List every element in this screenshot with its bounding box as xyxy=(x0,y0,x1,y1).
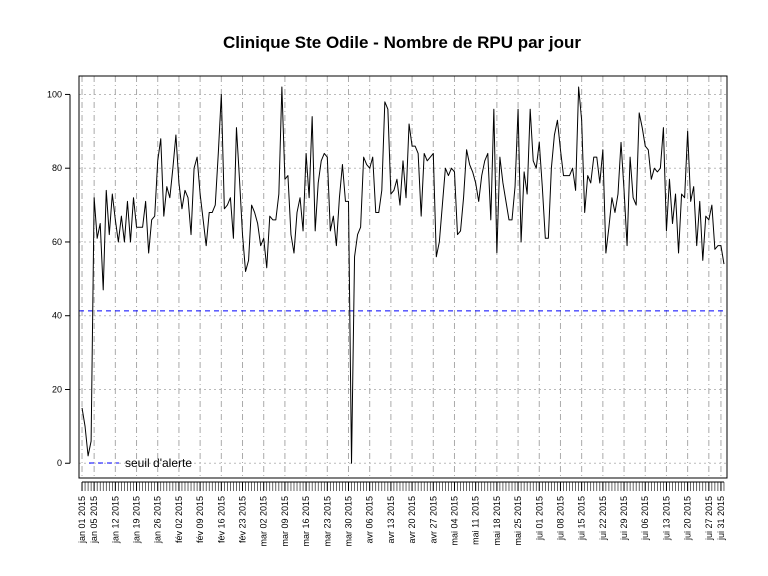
x-tick-label: mar 23 2015 xyxy=(322,496,332,547)
x-tick-label: fév 16 2015 xyxy=(216,496,226,543)
y-gridlines xyxy=(79,93,727,464)
rpu-line xyxy=(81,86,725,464)
x-tick-label: mai 18 2015 xyxy=(492,496,502,546)
x-tick-label: avr 20 2015 xyxy=(407,496,417,544)
x-tick-label: avr 06 2015 xyxy=(365,496,375,544)
x-tick-label: jui 27 2015 xyxy=(704,496,714,541)
x-tick-label: mai 25 2015 xyxy=(513,496,523,546)
x-tick-label: fév 23 2015 xyxy=(238,496,248,543)
plot-frame xyxy=(78,75,728,479)
x-tick-label: mar 09 2015 xyxy=(280,496,290,547)
y-tick-label: 40 xyxy=(52,311,62,321)
x-tick-label: mar 30 2015 xyxy=(343,496,353,547)
x-tick-label: avr 27 2015 xyxy=(428,496,438,544)
x-tick-label: jan 01 2015 xyxy=(77,496,87,544)
x-gridlines xyxy=(81,76,722,478)
x-tick-label: jui 13 2015 xyxy=(661,496,671,541)
daily-rpu-series xyxy=(81,86,725,464)
x-tick-label: jui 20 2015 xyxy=(683,496,693,541)
x-tick-label: jan 12 2015 xyxy=(110,496,120,544)
x-tick-label: jui 22 2015 xyxy=(598,496,608,541)
y-tick-label: 80 xyxy=(52,163,62,173)
x-tick-label: mar 16 2015 xyxy=(301,496,311,547)
x-tick-label: jui 15 2015 xyxy=(577,496,587,541)
x-tick-label: jui 31 2015 xyxy=(716,496,726,541)
x-tick-label: avr 13 2015 xyxy=(386,496,396,544)
x-tick-label: jui 29 2015 xyxy=(619,496,629,541)
x-tick-label: fév 02 2015 xyxy=(174,496,184,543)
chart-title: Clinique Ste Odile - Nombre de RPU par j… xyxy=(223,33,581,52)
y-tick-label: 60 xyxy=(52,237,62,247)
x-axis: jan 01 2015 jan 05 2015 jan 12 2015 jan 19 … xyxy=(77,481,726,547)
y-tick-label: 20 xyxy=(52,384,62,394)
y-axis: 0 20 40 60 80 100 xyxy=(47,89,71,468)
x-tick-label: jan 19 2015 xyxy=(132,496,142,544)
x-tick-label: fév 09 2015 xyxy=(195,496,205,543)
x-tick-label: jan 26 2015 xyxy=(153,496,163,544)
x-tick-label: mai 11 2015 xyxy=(471,496,481,545)
legend: seuil d'alerte xyxy=(89,456,192,470)
x-tick-label: jui 01 2015 xyxy=(534,496,544,541)
x-tick-label: jui 08 2015 xyxy=(555,496,565,541)
x-tick-label: jan 05 2015 xyxy=(89,496,99,544)
legend-label: seuil d'alerte xyxy=(125,456,192,470)
y-tick-label: 100 xyxy=(47,89,62,99)
y-tick-label: 0 xyxy=(57,458,62,468)
x-tick-label: mai 04 2015 xyxy=(449,496,459,546)
x-tick-label: mar 02 2015 xyxy=(259,496,269,547)
x-tick-label: jui 06 2015 xyxy=(640,496,650,541)
